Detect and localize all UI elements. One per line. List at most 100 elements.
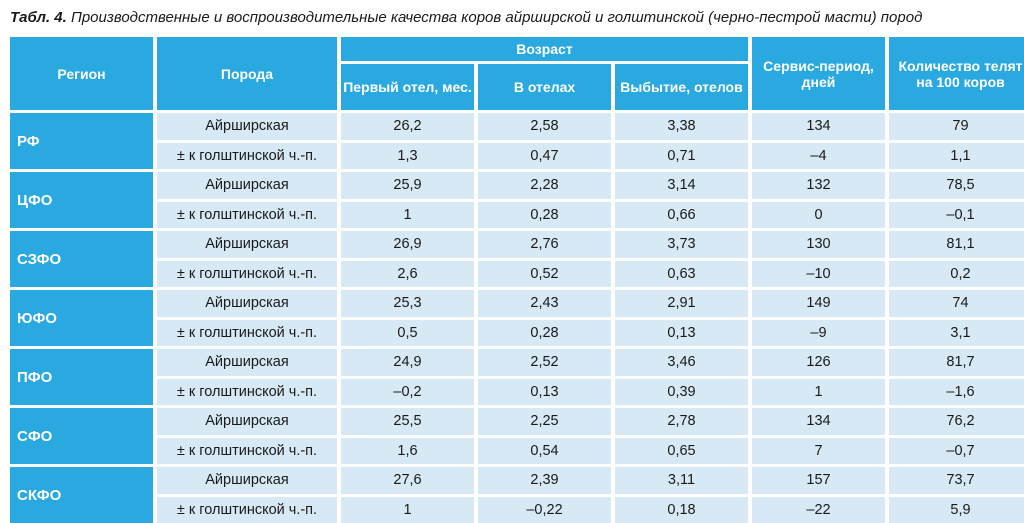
calves-cell: –1,6: [889, 379, 1024, 406]
table-title: Производственные и воспроизводительные к…: [71, 9, 922, 26]
service-period-cell: 132: [752, 172, 885, 199]
in-calvings-cell: 2,39: [478, 467, 611, 494]
header-region: Регион: [10, 37, 153, 110]
first-calving-cell: 24,9: [341, 349, 474, 376]
calves-cell: 81,7: [889, 349, 1024, 376]
first-calving-cell: 25,5: [341, 408, 474, 435]
breed-cell: ± к голштинской ч.-п.: [157, 320, 337, 347]
service-period-cell: 157: [752, 467, 885, 494]
calves-cell: 1,1: [889, 143, 1024, 170]
calves-cell: 79: [889, 113, 1024, 140]
service-period-cell: –10: [752, 261, 885, 288]
breed-cell: Айрширская: [157, 231, 337, 258]
service-period-cell: 130: [752, 231, 885, 258]
region-cell: ЮФО: [10, 290, 153, 346]
breed-cell: ± к голштинской ч.-п.: [157, 143, 337, 170]
first-calving-cell: 26,2: [341, 113, 474, 140]
breed-cell: Айрширская: [157, 290, 337, 317]
breed-cell: Айрширская: [157, 408, 337, 435]
culling-cell: 0,13: [615, 320, 748, 347]
in-calvings-cell: –0,22: [478, 497, 611, 523]
header-service-period: Сервис-период, дней: [752, 37, 885, 110]
calves-cell: 5,9: [889, 497, 1024, 523]
region-cell: СЗФО: [10, 231, 153, 287]
first-calving-cell: –0,2: [341, 379, 474, 406]
table-number: Табл. 4.: [10, 9, 67, 26]
in-calvings-cell: 0,52: [478, 261, 611, 288]
data-table: Регион Порода Возраст Первый отел, мес. …: [10, 37, 1020, 523]
culling-cell: 0,18: [615, 497, 748, 523]
in-calvings-cell: 0,28: [478, 320, 611, 347]
service-period-cell: –4: [752, 143, 885, 170]
service-period-cell: 126: [752, 349, 885, 376]
service-period-cell: 0: [752, 202, 885, 229]
region-cell: СФО: [10, 408, 153, 464]
breed-cell: ± к голштинской ч.-п.: [157, 202, 337, 229]
in-calvings-cell: 2,52: [478, 349, 611, 376]
in-calvings-cell: 2,28: [478, 172, 611, 199]
culling-cell: 3,14: [615, 172, 748, 199]
culling-cell: 2,91: [615, 290, 748, 317]
breed-cell: Айрширская: [157, 113, 337, 140]
region-cell: ЦФО: [10, 172, 153, 228]
first-calving-cell: 25,9: [341, 172, 474, 199]
header-culling: Выбытие, отелов: [615, 64, 748, 110]
in-calvings-cell: 2,76: [478, 231, 611, 258]
service-period-cell: –22: [752, 497, 885, 523]
culling-cell: 0,39: [615, 379, 748, 406]
service-period-cell: 134: [752, 113, 885, 140]
breed-cell: ± к голштинской ч.-п.: [157, 261, 337, 288]
region-cell: ПФО: [10, 349, 153, 405]
header-in-calvings: В отелах: [478, 64, 611, 110]
breed-cell: ± к голштинской ч.-п.: [157, 379, 337, 406]
first-calving-cell: 0,5: [341, 320, 474, 347]
culling-cell: 0,63: [615, 261, 748, 288]
in-calvings-cell: 2,43: [478, 290, 611, 317]
header-breed: Порода: [157, 37, 337, 110]
in-calvings-cell: 0,13: [478, 379, 611, 406]
breed-cell: ± к голштинской ч.-п.: [157, 497, 337, 523]
service-period-cell: 149: [752, 290, 885, 317]
breed-cell: Айрширская: [157, 349, 337, 376]
calves-cell: 78,5: [889, 172, 1024, 199]
region-cell: РФ: [10, 113, 153, 169]
calves-cell: 0,2: [889, 261, 1024, 288]
first-calving-cell: 2,6: [341, 261, 474, 288]
first-calving-cell: 27,6: [341, 467, 474, 494]
in-calvings-cell: 2,25: [478, 408, 611, 435]
calves-cell: 81,1: [889, 231, 1024, 258]
region-cell: СКФО: [10, 467, 153, 523]
in-calvings-cell: 0,47: [478, 143, 611, 170]
in-calvings-cell: 2,58: [478, 113, 611, 140]
calves-cell: 3,1: [889, 320, 1024, 347]
calves-cell: –0,1: [889, 202, 1024, 229]
header-age-group: Возраст: [341, 37, 748, 61]
culling-cell: 3,73: [615, 231, 748, 258]
first-calving-cell: 1,3: [341, 143, 474, 170]
culling-cell: 3,11: [615, 467, 748, 494]
culling-cell: 0,66: [615, 202, 748, 229]
culling-cell: 0,71: [615, 143, 748, 170]
service-period-cell: 1: [752, 379, 885, 406]
first-calving-cell: 1: [341, 202, 474, 229]
breed-cell: Айрширская: [157, 172, 337, 199]
service-period-cell: 134: [752, 408, 885, 435]
culling-cell: 0,65: [615, 438, 748, 465]
calves-cell: –0,7: [889, 438, 1024, 465]
calves-cell: 74: [889, 290, 1024, 317]
first-calving-cell: 26,9: [341, 231, 474, 258]
calves-cell: 76,2: [889, 408, 1024, 435]
service-period-cell: –9: [752, 320, 885, 347]
culling-cell: 2,78: [615, 408, 748, 435]
service-period-cell: 7: [752, 438, 885, 465]
in-calvings-cell: 0,28: [478, 202, 611, 229]
breed-cell: ± к голштинской ч.-п.: [157, 438, 337, 465]
header-calves: Количество телят на 100 коров: [889, 37, 1024, 110]
header-first-calving: Первый отел, мес.: [341, 64, 474, 110]
culling-cell: 3,46: [615, 349, 748, 376]
breed-cell: Айрширская: [157, 467, 337, 494]
culling-cell: 3,38: [615, 113, 748, 140]
first-calving-cell: 1,6: [341, 438, 474, 465]
first-calving-cell: 25,3: [341, 290, 474, 317]
calves-cell: 73,7: [889, 467, 1024, 494]
